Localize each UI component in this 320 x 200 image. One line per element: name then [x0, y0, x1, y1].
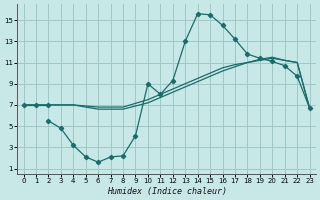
X-axis label: Humidex (Indice chaleur): Humidex (Indice chaleur) — [107, 187, 227, 196]
